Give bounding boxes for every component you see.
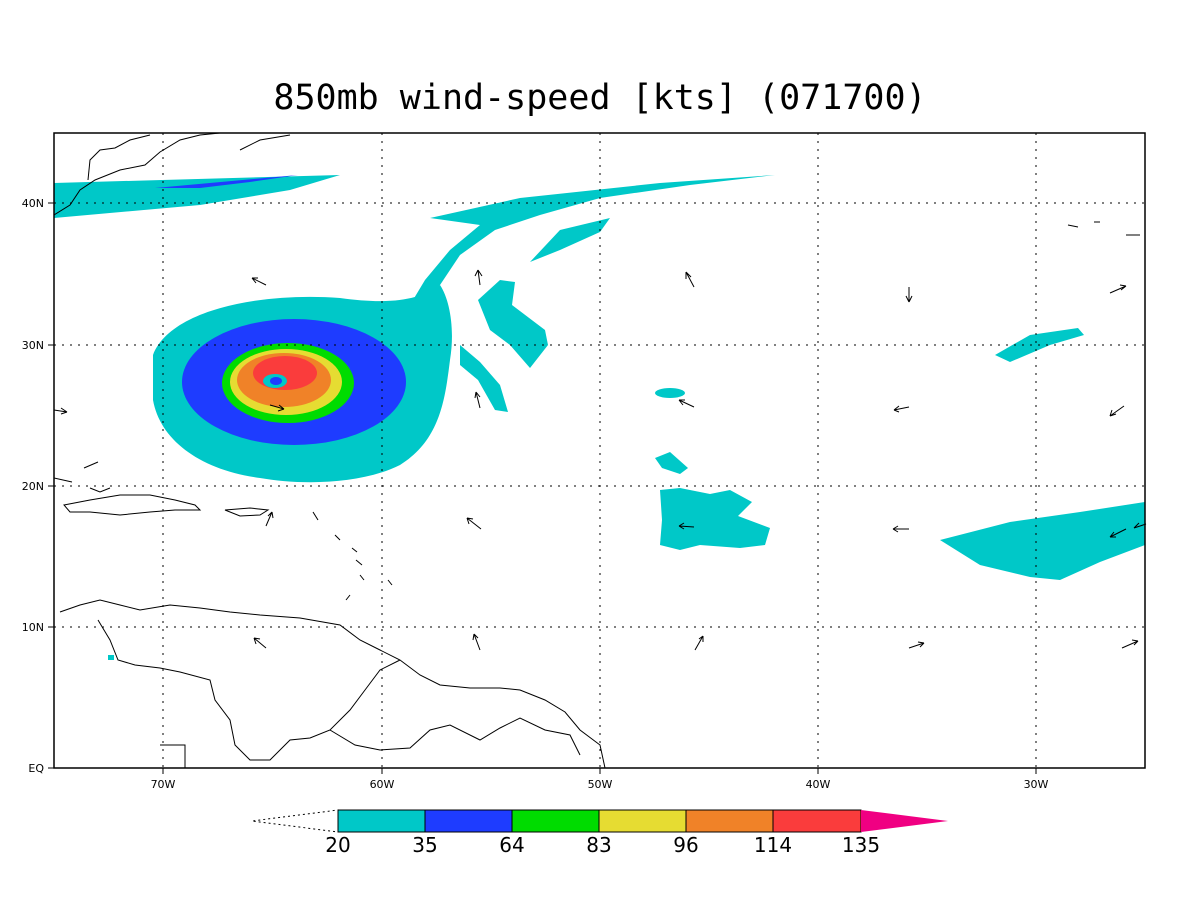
wind-arrow xyxy=(251,277,267,286)
lat-labels: 40N 30N 20N 10N EQ xyxy=(22,197,45,775)
lat-label: 30N xyxy=(22,339,44,352)
wind-arrow xyxy=(1109,284,1127,294)
colorbar-box xyxy=(772,809,862,833)
wind-arrow xyxy=(472,633,481,651)
wind-contour-20-tail xyxy=(460,345,508,412)
lat-label: 20N xyxy=(22,480,44,493)
gridlines xyxy=(54,133,1145,768)
lon-label: 60W xyxy=(370,778,395,791)
wind-arrow xyxy=(678,399,695,408)
lon-label: 30W xyxy=(1024,778,1049,791)
wind-arrow xyxy=(1109,528,1127,538)
colorbar-label: 64 xyxy=(499,833,524,857)
wind-contour-20-patch-c xyxy=(660,488,770,550)
wind-arrow xyxy=(893,405,910,413)
hurricane-eye xyxy=(270,377,282,385)
wind-arrow xyxy=(1133,522,1147,529)
colorbar: 20 35 64 83 96 114 135 xyxy=(251,809,948,857)
wind-arrow xyxy=(53,407,68,415)
coastline-east-atlantic-islands xyxy=(1067,221,1140,236)
colorbar-label: 114 xyxy=(754,833,792,857)
coastline-north-america xyxy=(54,133,291,216)
wind-arrow xyxy=(1109,405,1125,417)
colorbar-label: 83 xyxy=(586,833,611,857)
wind-arrow xyxy=(265,511,274,527)
lat-label: 10N xyxy=(22,621,44,634)
colorbar-box xyxy=(337,809,426,833)
shaded-wind-field xyxy=(54,175,1145,660)
colorbar-label: 35 xyxy=(412,833,437,857)
wind-contour-20-speck xyxy=(108,655,114,660)
colorbar-label: 96 xyxy=(673,833,698,857)
wind-arrow xyxy=(685,271,695,288)
coastline-lesser-antilles xyxy=(312,511,393,601)
map-title: 850mb wind-speed [kts] (071700) xyxy=(273,78,927,118)
colorbar-low-triangle xyxy=(251,809,339,833)
wind-arrow xyxy=(892,525,909,533)
wind-arrow xyxy=(269,404,285,412)
lon-labels: 70W 60W 50W 40W 30W xyxy=(151,778,1049,791)
wind-arrow xyxy=(1121,639,1139,649)
wind-arrow xyxy=(694,635,704,651)
axis-ticks xyxy=(48,202,1037,774)
wind-contour-20-north xyxy=(54,175,340,218)
wind-arrow xyxy=(474,269,483,286)
wind-contour-20-patch-e xyxy=(940,502,1145,580)
wind-contour-20-patch-a xyxy=(655,388,685,398)
lat-label: EQ xyxy=(28,762,44,775)
lon-label: 40W xyxy=(806,778,831,791)
colorbar-label: 135 xyxy=(842,833,880,857)
coastlines xyxy=(54,133,1140,768)
wind-contour-20-patch-b xyxy=(655,452,688,474)
wind-arrow xyxy=(466,517,482,530)
wind-arrow xyxy=(905,287,913,303)
wind-contour-20-streamer2 xyxy=(530,218,610,262)
colorbar-box xyxy=(511,809,600,833)
colorbar-box xyxy=(598,809,687,833)
lon-label: 50W xyxy=(588,778,613,791)
wind-contour-35-north xyxy=(155,175,298,188)
colorbar-box xyxy=(424,809,513,833)
colorbar-high-triangle xyxy=(861,810,948,832)
wind-arrow xyxy=(474,391,481,409)
wind-vectors xyxy=(53,269,1147,651)
coastline-south-america xyxy=(59,599,606,768)
wind-contour-114-hurricane xyxy=(253,356,317,390)
wind-contour-20-streamer xyxy=(410,175,775,305)
lon-label: 70W xyxy=(151,778,176,791)
colorbar-box xyxy=(685,809,774,833)
wind-arrow xyxy=(253,637,267,649)
coastline-caribbean-islands xyxy=(54,461,270,517)
wind-arrow xyxy=(678,522,695,530)
wind-arrow xyxy=(908,641,925,649)
wind-contour-20-patch xyxy=(478,280,548,368)
lat-label: 40N xyxy=(22,197,44,210)
colorbar-label: 20 xyxy=(325,833,350,857)
